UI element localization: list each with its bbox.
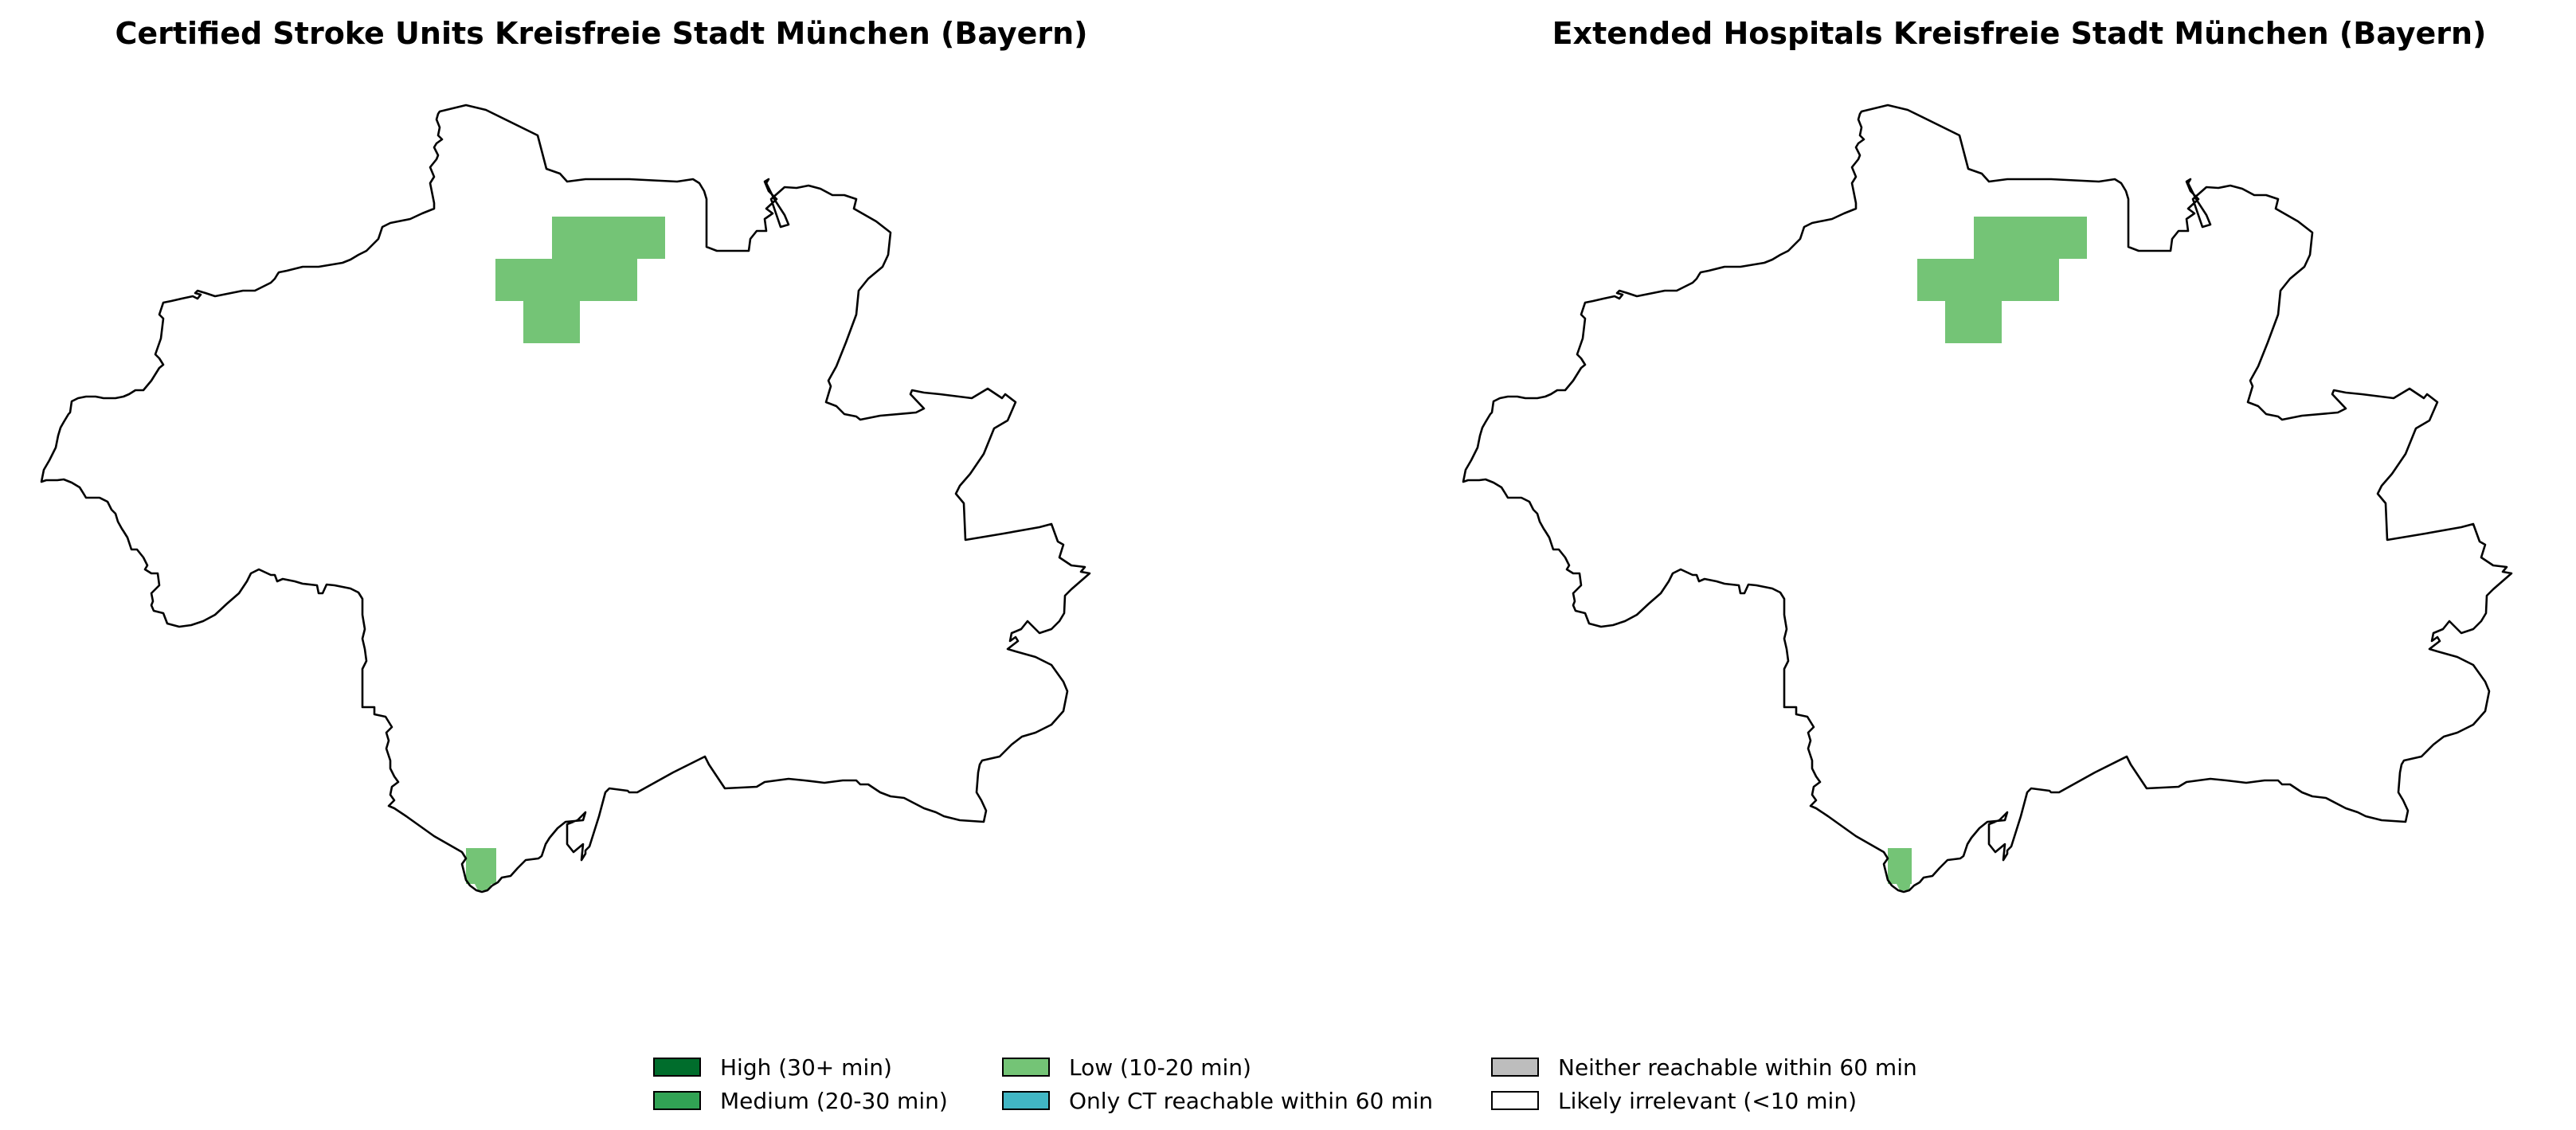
legend-label-irrelevant: Likely irrelevant (<10 min) — [1558, 1087, 1857, 1114]
legend-swatch-medium — [653, 1091, 701, 1110]
legend-item-medium: Medium (20-30 min) — [653, 1087, 948, 1114]
legend-swatch-irrelevant — [1491, 1091, 1539, 1110]
legend-swatch-neither — [1491, 1058, 1539, 1077]
legend-swatch-only-ct — [1002, 1091, 1050, 1110]
legend-swatch-low — [1002, 1058, 1050, 1077]
legend-label-low: Low (10-20 min) — [1069, 1054, 1251, 1081]
legend-label-high: High (30+ min) — [720, 1054, 892, 1081]
legend-item-high: High (30+ min) — [653, 1054, 892, 1081]
legend-swatch-high — [653, 1058, 701, 1077]
legend-item-irrelevant: Likely irrelevant (<10 min) — [1491, 1087, 1857, 1114]
low-zone-cells — [1888, 217, 2087, 890]
map-title-extended-hospitals: Extended Hospitals Kreisfreie Stadt Münc… — [1552, 16, 2487, 51]
legend-item-low: Low (10-20 min) — [1002, 1054, 1251, 1081]
legend-label-only-ct: Only CT reachable within 60 min — [1069, 1087, 1434, 1114]
munich-boundary — [1462, 104, 2513, 893]
map-title-stroke-units: Certified Stroke Units Kreisfreie Stadt … — [115, 16, 1088, 51]
map-stroke-units — [40, 104, 1091, 893]
legend-item-only-ct: Only CT reachable within 60 min — [1002, 1087, 1434, 1114]
legend: High (30+ min) Medium (20-30 min) Low (1… — [653, 1054, 1959, 1119]
munich-boundary — [40, 104, 1091, 893]
legend-item-neither: Neither reachable within 60 min — [1491, 1054, 1917, 1081]
legend-label-neither: Neither reachable within 60 min — [1558, 1054, 1917, 1081]
map-extended-hospitals — [1462, 104, 2513, 893]
legend-label-medium: Medium (20-30 min) — [720, 1087, 948, 1114]
low-zone-cells — [466, 217, 665, 890]
